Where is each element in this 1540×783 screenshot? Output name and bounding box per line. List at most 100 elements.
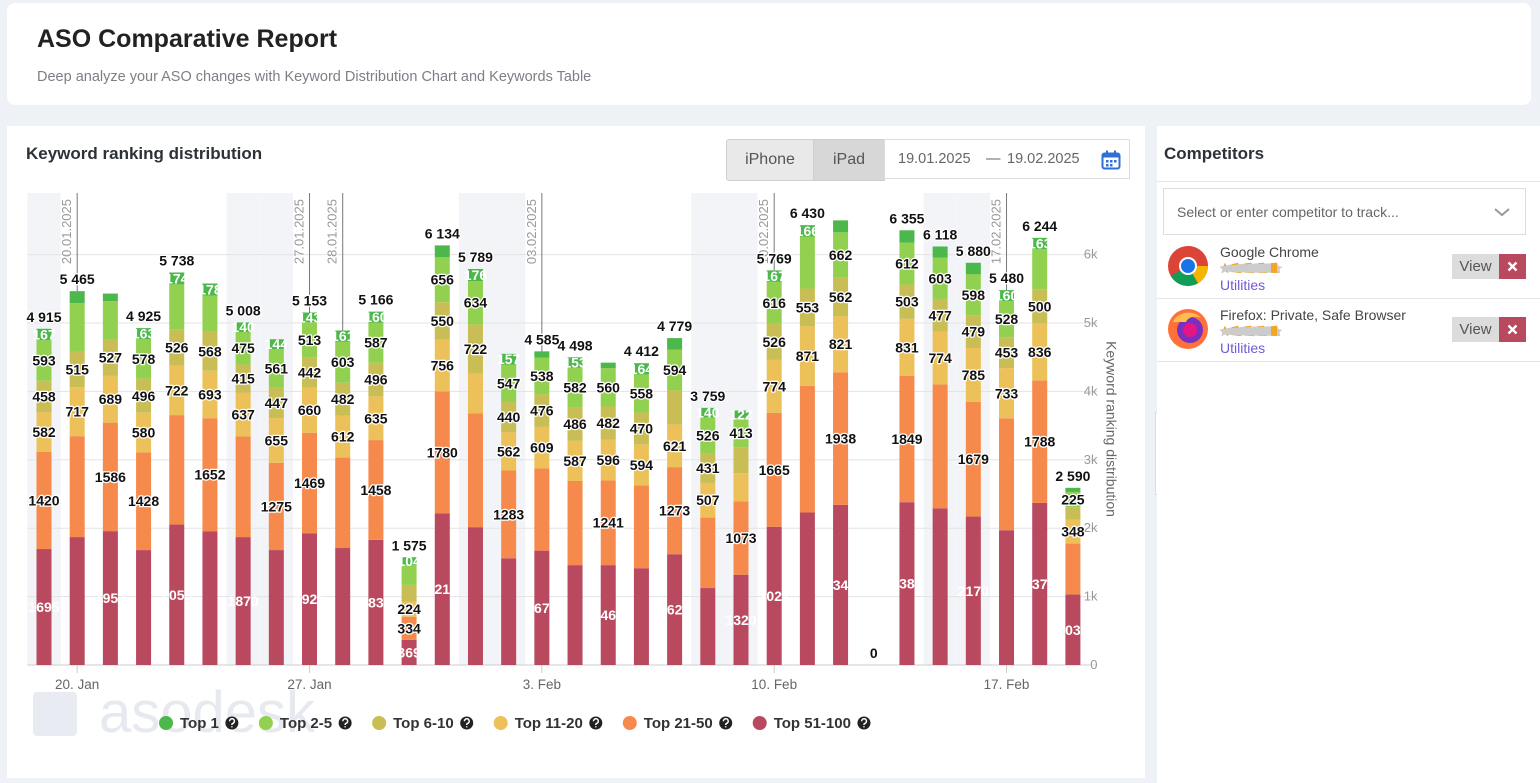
bar-segment: [467, 527, 483, 665]
legend-label: Top 11-20: [515, 715, 583, 732]
data-label: 496: [132, 388, 156, 404]
page-subtitle: Deep analyze your ASO changes with Keywo…: [37, 69, 592, 85]
legend-item[interactable]: Top 1: [159, 715, 239, 732]
date-range[interactable]: 19.01.2025 — 19.02.2025: [884, 139, 1130, 179]
bar-segment: [833, 316, 849, 373]
bar-segment: [136, 412, 152, 453]
data-label: 513: [298, 332, 322, 348]
data-label: 785: [962, 367, 986, 383]
star: [1271, 262, 1277, 273]
legend-item[interactable]: Top 6-10: [372, 715, 474, 732]
total-label: 4 585: [524, 331, 559, 347]
bar-segment: [401, 557, 417, 565]
legend-item[interactable]: Top 21-50: [622, 715, 733, 732]
total-label: 5 465: [60, 271, 95, 287]
data-label: 167: [763, 268, 787, 284]
legend-item[interactable]: Top 51-100: [752, 715, 871, 732]
data-label: 1030: [1057, 622, 1088, 638]
bar-segment: [633, 485, 649, 569]
data-label: 836: [1028, 344, 1052, 360]
data-label: 486: [563, 416, 587, 432]
help-icon: [857, 716, 871, 730]
device-tab[interactable]: iPhone: [726, 139, 814, 181]
data-label: 1830: [360, 594, 391, 610]
bar-segment: [600, 362, 616, 369]
annotation-label: 10.02.2025: [756, 199, 771, 264]
data-label: 458: [32, 388, 56, 404]
data-label: 612: [895, 256, 919, 272]
bar-segment: [302, 322, 318, 358]
data-label: 1679: [958, 451, 989, 467]
legend-item[interactable]: Top 2-5: [258, 715, 352, 732]
legend-label: Top 6-10: [393, 715, 454, 732]
bar-segment: [899, 242, 915, 285]
data-label: 2218: [427, 581, 458, 597]
data-label: 527: [99, 349, 123, 365]
competitor-select[interactable]: Select or enter competitor to track...: [1163, 188, 1526, 235]
data-label: 225: [1061, 492, 1085, 508]
view-button[interactable]: View: [1452, 317, 1499, 342]
divider: [1157, 181, 1540, 182]
data-label: 547: [497, 375, 521, 391]
bar-segment: [36, 340, 52, 381]
remove-button[interactable]: [1499, 317, 1526, 342]
data-label: 167: [32, 326, 56, 342]
date-from: 19.01.2025: [898, 151, 971, 167]
data-label: 163: [132, 326, 156, 342]
bar-segment: [799, 385, 815, 513]
bar-segment: [633, 363, 649, 375]
total-label: 5 738: [159, 252, 194, 268]
data-label: 413: [729, 425, 753, 441]
data-label: 722: [464, 341, 488, 357]
bar-segment: [302, 432, 318, 534]
bar-segment: [169, 524, 185, 665]
bar-segment: [733, 473, 749, 502]
total-label: 5 789: [458, 249, 493, 265]
data-label: 821: [829, 336, 853, 352]
bar-segment: [899, 318, 915, 376]
bar-segment: [932, 384, 948, 509]
data-label: 1620: [659, 602, 690, 618]
data-label: 1780: [427, 444, 458, 460]
bar-segment: [434, 257, 450, 303]
data-label: 582: [563, 380, 587, 396]
calendar-icon[interactable]: [1101, 150, 1121, 170]
data-label: 161: [331, 328, 355, 344]
data-label: 1283: [493, 506, 524, 522]
device-tab[interactable]: iPad: [813, 139, 885, 181]
bar-segment: [667, 349, 683, 391]
bar-segment: [102, 301, 118, 340]
legend-label: Top 51-100: [774, 715, 851, 732]
bar-segment: [766, 359, 782, 413]
bar-segment: [501, 470, 517, 559]
bar-segment: [235, 537, 251, 665]
legend-label: Top 2-5: [280, 715, 332, 732]
bar-segment: [434, 513, 450, 665]
bar-segment: [733, 501, 749, 575]
bar-segment: [1032, 237, 1048, 250]
data-label: 507: [696, 492, 720, 508]
data-label: 553: [796, 299, 820, 315]
bar-segment: [833, 504, 849, 665]
total-label: 1 575: [392, 537, 427, 553]
bar-segment: [733, 410, 749, 419]
data-label: 871: [796, 348, 820, 364]
bar-segment: [899, 230, 915, 243]
legend-item[interactable]: Top 11-20: [493, 715, 603, 732]
annotation-label: 17.02.2025: [989, 199, 1004, 264]
data-label: 2170: [958, 583, 989, 599]
bar-segment: [999, 290, 1015, 302]
data-label: 1672: [526, 600, 557, 616]
bar-segment: [1032, 502, 1048, 665]
view-button[interactable]: View: [1452, 254, 1499, 279]
bar-segment: [102, 293, 118, 302]
bar-segment: [501, 364, 517, 402]
bar-segment: [999, 301, 1015, 338]
data-label: 348: [1061, 524, 1085, 540]
total-label: 6 134: [425, 225, 460, 241]
remove-button[interactable]: [1499, 254, 1526, 279]
help-glyph: [342, 718, 349, 728]
bar-segment: [1065, 487, 1081, 492]
data-label: 1652: [194, 467, 225, 483]
bar-segment: [1065, 594, 1081, 665]
